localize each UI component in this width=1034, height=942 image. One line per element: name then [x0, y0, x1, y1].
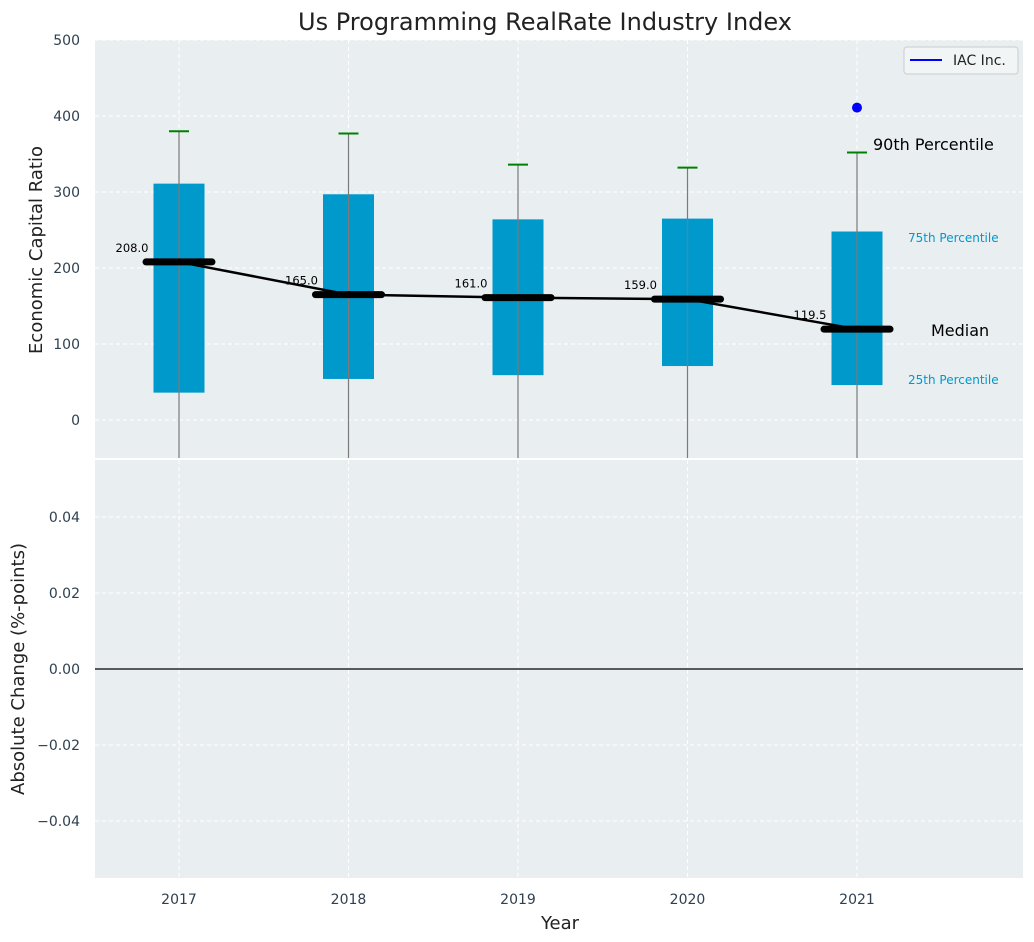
bottom-y-tick-label: −0.02	[37, 738, 80, 754]
bottom-y-axis-label: Absolute Change (%-points)	[8, 543, 29, 795]
median-trend	[178, 260, 858, 331]
company-points	[852, 102, 862, 113]
median-trend-line	[178, 260, 858, 331]
annotation-75th-percentile: 75th Percentile	[908, 231, 999, 245]
top-y-tick-label: 0	[71, 413, 80, 429]
bottom-panel: −0.04 −0.02 0.00 0.02 0.04 Absolute Change (…	[8, 460, 1023, 878]
legend-box	[903, 46, 1019, 75]
top-y-tick-labels: 0 100 200 300 400 500	[53, 33, 80, 429]
bottom-y-tick-labels: −0.04 −0.02 0.00 0.02 0.04	[37, 510, 80, 830]
chart-title: Us Programming RealRate Industry Index	[298, 8, 792, 36]
annotation-median: Median	[931, 321, 989, 340]
top-y-tick-label: 200	[53, 261, 80, 277]
box-group: 159.0	[624, 166, 724, 458]
top-y-tick-label: 500	[53, 33, 80, 49]
bottom-y-tick-label: −0.04	[37, 814, 80, 830]
x-tick-label: 2021	[839, 892, 875, 908]
bottom-y-tick-label: 0.00	[49, 662, 80, 678]
box-group: 165.0	[285, 132, 385, 458]
box-group: 208.0	[116, 130, 216, 458]
top-panel-background	[95, 40, 1023, 458]
x-tick-labels: 2017 2018 2019 2020 2021	[161, 892, 875, 908]
top-y-tick-label: 300	[53, 185, 80, 201]
legend: IAC Inc.	[903, 46, 1019, 75]
bottom-y-tick-label: 0.04	[49, 510, 80, 526]
bottom-y-tick-label: 0.02	[49, 586, 80, 602]
annotation-90th-percentile: 90th Percentile	[873, 135, 994, 154]
legend-label: IAC Inc.	[953, 53, 1006, 69]
x-tick-label: 2018	[331, 892, 367, 908]
x-tick-label: 2019	[500, 892, 536, 908]
x-tick-label: 2020	[670, 892, 706, 908]
median-value-label: 161.0	[455, 277, 488, 291]
top-y-tick-label: 400	[53, 109, 80, 125]
annotation-25th-percentile: 25th Percentile	[908, 373, 999, 387]
top-y-tick-label: 100	[53, 337, 80, 353]
box-group: 119.5	[794, 151, 894, 458]
median-value-label: 159.0	[624, 278, 657, 292]
top-gridlines	[95, 39, 1023, 458]
x-axis-label: Year	[540, 913, 580, 934]
top-y-axis-label: Economic Capital Ratio	[26, 146, 47, 354]
median-value-label: 208.0	[116, 241, 149, 255]
company-point	[852, 102, 862, 113]
x-tick-label: 2017	[161, 892, 197, 908]
